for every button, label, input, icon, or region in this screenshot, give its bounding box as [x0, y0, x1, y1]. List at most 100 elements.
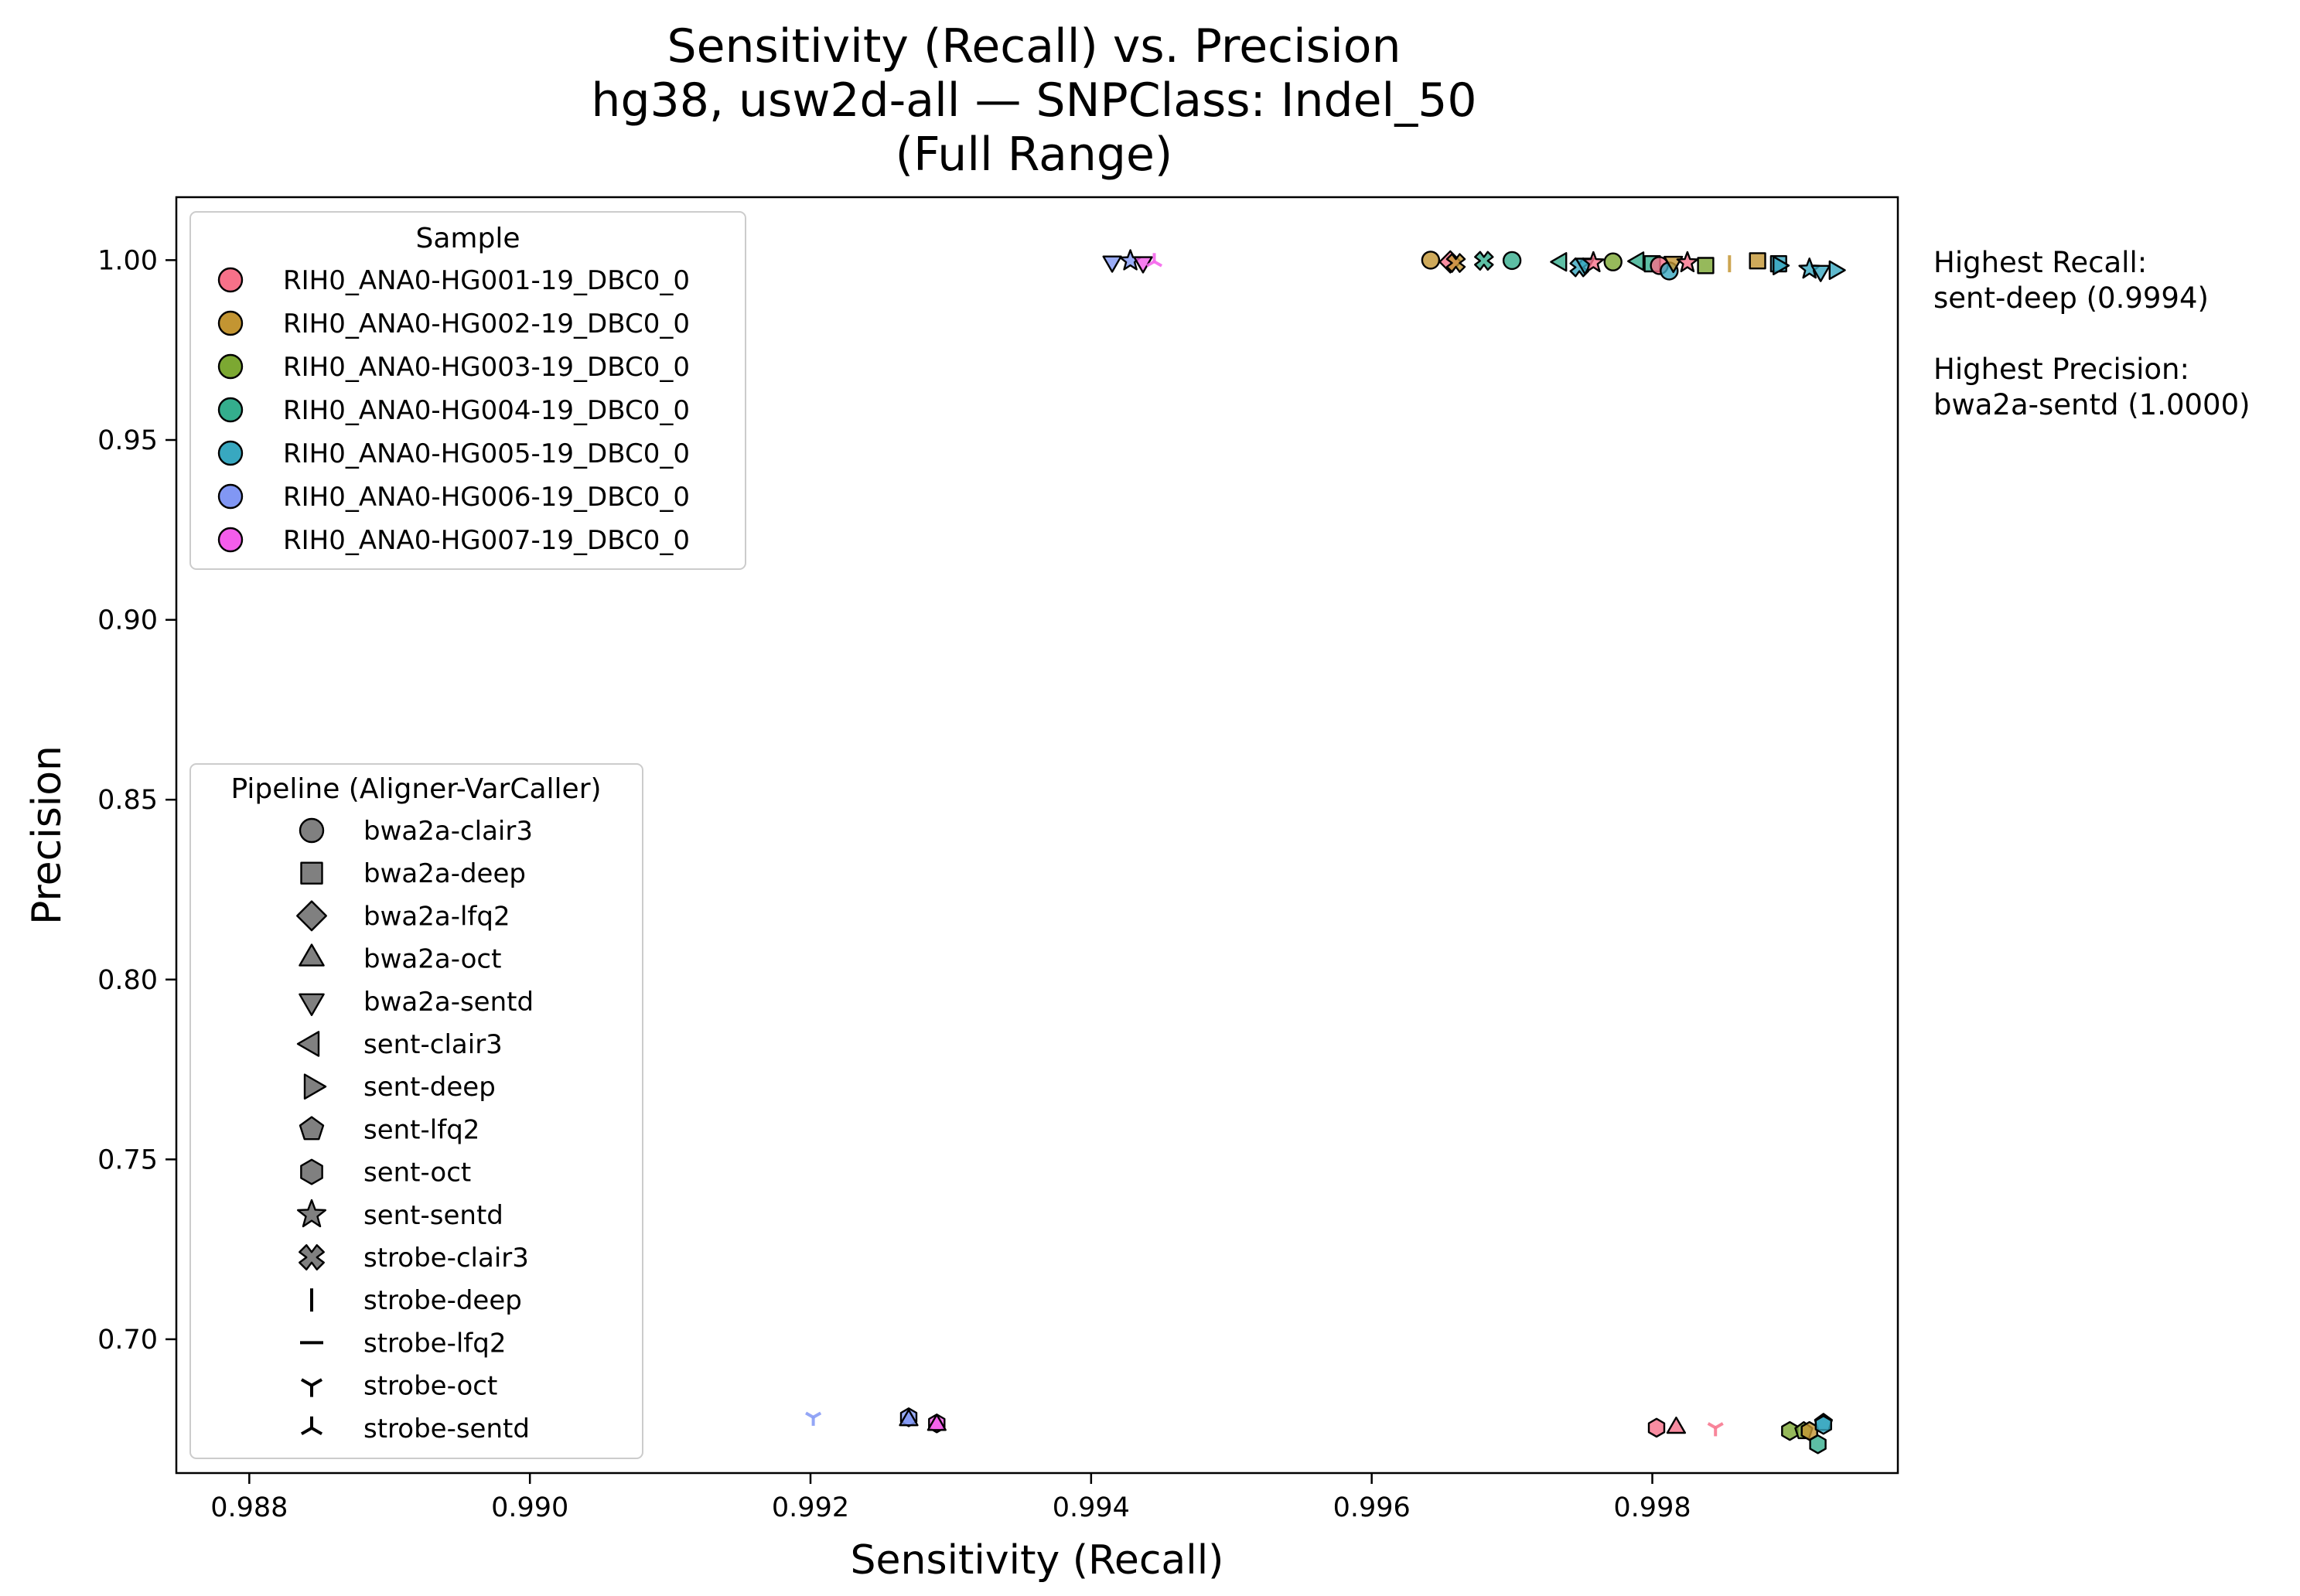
- data-point: [926, 1414, 947, 1431]
- sample-legend-label: RIH0_ANA0-HG001-19_DBC0_0: [283, 265, 690, 296]
- x-tick-label: 0.988: [210, 1492, 288, 1523]
- pipeline-legend-label: sent-oct: [363, 1158, 471, 1188]
- y-tick-label: 0.70: [97, 1325, 158, 1356]
- x-axis-label: Sensitivity (Recall): [851, 1537, 1224, 1584]
- data-point: [1550, 252, 1568, 272]
- data-point: [1809, 1434, 1827, 1454]
- pipeline-legend-marker: [296, 1031, 320, 1057]
- data-point: [1676, 251, 1699, 273]
- y-tick-label: 0.85: [97, 785, 158, 816]
- data-points: [805, 249, 1846, 1454]
- sample-legend-swatch: [217, 483, 244, 510]
- y-tick-label: 0.75: [97, 1144, 158, 1175]
- chart-title: Sensitivity (Recall) vs. Precision hg38,…: [591, 19, 1476, 182]
- data-point: [1474, 251, 1494, 271]
- y-axis-label: Precision: [24, 745, 70, 925]
- x-tick-label: 0.990: [491, 1492, 568, 1523]
- sample-legend-label: RIH0_ANA0-HG007-19_DBC0_0: [283, 525, 690, 556]
- pipeline-legend-marker: [300, 1416, 323, 1436]
- data-point: [805, 1411, 822, 1426]
- sample-legend-box: [189, 211, 746, 570]
- pipeline-legend-marker: [299, 1116, 325, 1141]
- y-tick-label: 0.95: [97, 425, 158, 456]
- data-point: [1145, 253, 1163, 268]
- y-tick-label: 0.80: [97, 965, 158, 996]
- pipeline-legend-label: sent-deep: [363, 1072, 496, 1103]
- data-point: [1647, 1417, 1666, 1438]
- pipeline-legend-marker: [296, 1199, 327, 1228]
- highest-recall-value: sent-deep (0.9994): [1933, 281, 2209, 315]
- data-point: [1603, 252, 1623, 271]
- data-point: [1626, 251, 1645, 271]
- sample-legend-swatch: [217, 527, 244, 553]
- pipeline-legend: Pipeline (Aligner-VarCaller) bwa2a-clair…: [189, 763, 643, 1459]
- y-tick-label: 0.90: [97, 605, 158, 636]
- sample-legend-swatch: [217, 397, 244, 423]
- pipeline-legend-label: bwa2a-lfq2: [363, 901, 510, 932]
- pipeline-legend-marker: [299, 1244, 325, 1270]
- y-tick-label: 1.00: [97, 245, 158, 276]
- data-point: [1814, 1414, 1833, 1435]
- data-point: [1707, 1422, 1724, 1437]
- data-point: [1421, 251, 1441, 270]
- pipeline-legend-label: strobe-oct: [363, 1371, 497, 1402]
- y-axis-ticks: 0.70 0.75 0.80 0.85 0.90 0.95 1.00: [97, 245, 176, 1356]
- title-line-2: hg38, usw2d-all — SNPClass: Indel_50: [591, 73, 1476, 128]
- pipeline-legend-label: sent-sentd: [363, 1200, 503, 1231]
- highest-recall-label: Highest Recall:: [1933, 246, 2147, 279]
- data-point: [1773, 255, 1790, 276]
- pipeline-legend-label: strobe-lfq2: [363, 1328, 506, 1359]
- pipeline-legend-marker: [296, 900, 327, 932]
- sample-legend-swatch: [217, 310, 244, 336]
- data-point: [1102, 255, 1122, 273]
- sample-legend-label: RIH0_ANA0-HG004-19_DBC0_0: [283, 395, 690, 426]
- pipeline-legend-label: strobe-sentd: [363, 1414, 530, 1444]
- pipeline-legend-label: strobe-deep: [363, 1285, 522, 1316]
- x-tick-label: 0.992: [772, 1492, 849, 1523]
- title-line-3: (Full Range): [896, 128, 1173, 182]
- sample-legend-label: RIH0_ANA0-HG002-19_DBC0_0: [283, 309, 690, 339]
- sample-legend-swatch: [217, 353, 244, 380]
- pipeline-legend-label: bwa2a-sentd: [363, 987, 534, 1018]
- sample-legend-swatch: [217, 267, 244, 293]
- pipeline-legend-label: sent-lfq2: [363, 1114, 479, 1145]
- data-point: [1810, 264, 1831, 282]
- title-line-1: Sensitivity (Recall) vs. Precision: [667, 19, 1401, 73]
- x-tick-label: 0.996: [1333, 1492, 1411, 1523]
- data-point: [899, 1409, 919, 1427]
- plot-area-frame: [175, 196, 1899, 1475]
- data-point: [1697, 257, 1715, 275]
- pipeline-legend-box: [189, 763, 643, 1459]
- data-point: [1781, 1420, 1799, 1441]
- data-point: [1828, 260, 1846, 281]
- sample-legend: Sample RIH0_ANA0-HG001-19_DBC0_0 RIH0_ANA…: [189, 211, 746, 570]
- data-point: [1749, 252, 1766, 270]
- sample-legend-title: Sample: [416, 223, 520, 254]
- pipeline-legend-label: bwa2a-clair3: [363, 816, 533, 847]
- pipeline-legend-label: bwa2a-deep: [363, 858, 526, 889]
- highest-precision-value: bwa2a-sentd (1.0000): [1933, 388, 2251, 421]
- pipeline-legend-label: strobe-clair3: [363, 1243, 529, 1274]
- x-tick-label: 0.998: [1613, 1492, 1691, 1523]
- sample-legend-label: RIH0_ANA0-HG003-19_DBC0_0: [283, 352, 690, 383]
- data-point: [1666, 1417, 1687, 1434]
- pipeline-legend-marker: [300, 1158, 323, 1185]
- x-tick-label: 0.994: [1053, 1492, 1130, 1523]
- pipeline-legend-marker: [299, 993, 325, 1017]
- sample-legend-label: RIH0_ANA0-HG005-19_DBC0_0: [283, 438, 690, 469]
- data-point: [1445, 253, 1466, 273]
- sample-legend-swatch: [217, 440, 244, 466]
- data-point: [1502, 251, 1522, 271]
- data-point: [1582, 251, 1605, 273]
- x-axis-ticks: 0.988 0.990 0.992 0.994 0.996 0.998: [210, 1473, 1691, 1523]
- best-pipeline-annotations: Highest Recall: sent-deep (0.9994) Highe…: [1933, 246, 2251, 421]
- pipeline-legend-label: sent-clair3: [363, 1029, 503, 1060]
- pipeline-legend-marker: [300, 1378, 323, 1397]
- highest-precision-label: Highest Precision:: [1933, 353, 2189, 386]
- pipeline-legend-marker: [299, 943, 325, 967]
- sample-legend-label: RIH0_ANA0-HG006-19_DBC0_0: [283, 482, 690, 513]
- pipeline-legend-title: Pipeline (Aligner-VarCaller): [230, 773, 601, 805]
- pipeline-legend-marker: [299, 817, 325, 844]
- pipeline-legend-marker: [303, 1073, 327, 1100]
